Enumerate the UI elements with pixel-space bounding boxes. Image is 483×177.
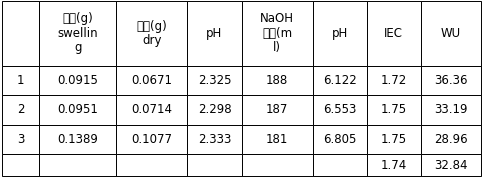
Text: pH: pH [206,27,223,40]
Text: 6.122: 6.122 [323,74,356,87]
Text: 2.298: 2.298 [198,103,231,116]
Bar [116,125,187,154]
Bar [421,66,481,95]
Text: 32.84: 32.84 [434,159,468,172]
Text: 0.0671: 0.0671 [131,74,172,87]
Text: 3: 3 [17,133,25,146]
Text: 1.75: 1.75 [381,103,407,116]
Text: 무게(g)
dry: 무게(g) dry [137,19,167,47]
Bar [187,1,242,66]
Bar [40,95,116,125]
Bar [367,1,421,66]
Text: 6.553: 6.553 [323,103,356,116]
Text: NaOH
부피(m
l): NaOH 부피(m l) [260,12,294,54]
Bar [187,154,242,176]
Text: 0.0714: 0.0714 [131,103,172,116]
Text: 무게(g)
swellin
g: 무게(g) swellin g [57,12,98,54]
Bar [116,95,187,125]
Bar [313,154,367,176]
Text: 187: 187 [266,103,288,116]
Text: WU: WU [440,27,461,40]
Bar [313,1,367,66]
Bar [367,125,421,154]
Bar [40,66,116,95]
Text: 2.333: 2.333 [198,133,231,146]
Bar [313,66,367,95]
Text: IEC: IEC [384,27,403,40]
Bar [313,125,367,154]
Text: 2.325: 2.325 [198,74,231,87]
Text: 1.72: 1.72 [381,74,407,87]
Bar [242,125,313,154]
Bar [40,154,116,176]
Bar [242,66,313,95]
Text: 0.1077: 0.1077 [131,133,172,146]
Bar [2,95,40,125]
Bar [242,95,313,125]
Bar [187,95,242,125]
Bar [187,66,242,95]
Text: 0.0915: 0.0915 [57,74,98,87]
Bar [313,95,367,125]
Text: 0.1389: 0.1389 [57,133,98,146]
Text: 1.74: 1.74 [381,159,407,172]
Text: 188: 188 [266,74,288,87]
Text: 36.36: 36.36 [434,74,468,87]
Bar [40,125,116,154]
Bar [421,154,481,176]
Bar [187,125,242,154]
Text: 181: 181 [266,133,288,146]
Bar [40,1,116,66]
Bar [242,154,313,176]
Bar [367,154,421,176]
Bar [421,125,481,154]
Bar [116,1,187,66]
Text: 6.805: 6.805 [323,133,356,146]
Bar [242,1,313,66]
Bar [116,66,187,95]
Bar [2,66,40,95]
Text: 1: 1 [17,74,25,87]
Bar [2,154,40,176]
Text: 1.75: 1.75 [381,133,407,146]
Bar [367,66,421,95]
Bar [2,125,40,154]
Text: pH: pH [331,27,348,40]
Text: 33.19: 33.19 [434,103,468,116]
Bar [367,95,421,125]
Bar [421,95,481,125]
Bar [2,1,40,66]
Bar [421,1,481,66]
Text: 2: 2 [17,103,25,116]
Text: 28.96: 28.96 [434,133,468,146]
Bar [116,154,187,176]
Text: 0.0951: 0.0951 [57,103,98,116]
